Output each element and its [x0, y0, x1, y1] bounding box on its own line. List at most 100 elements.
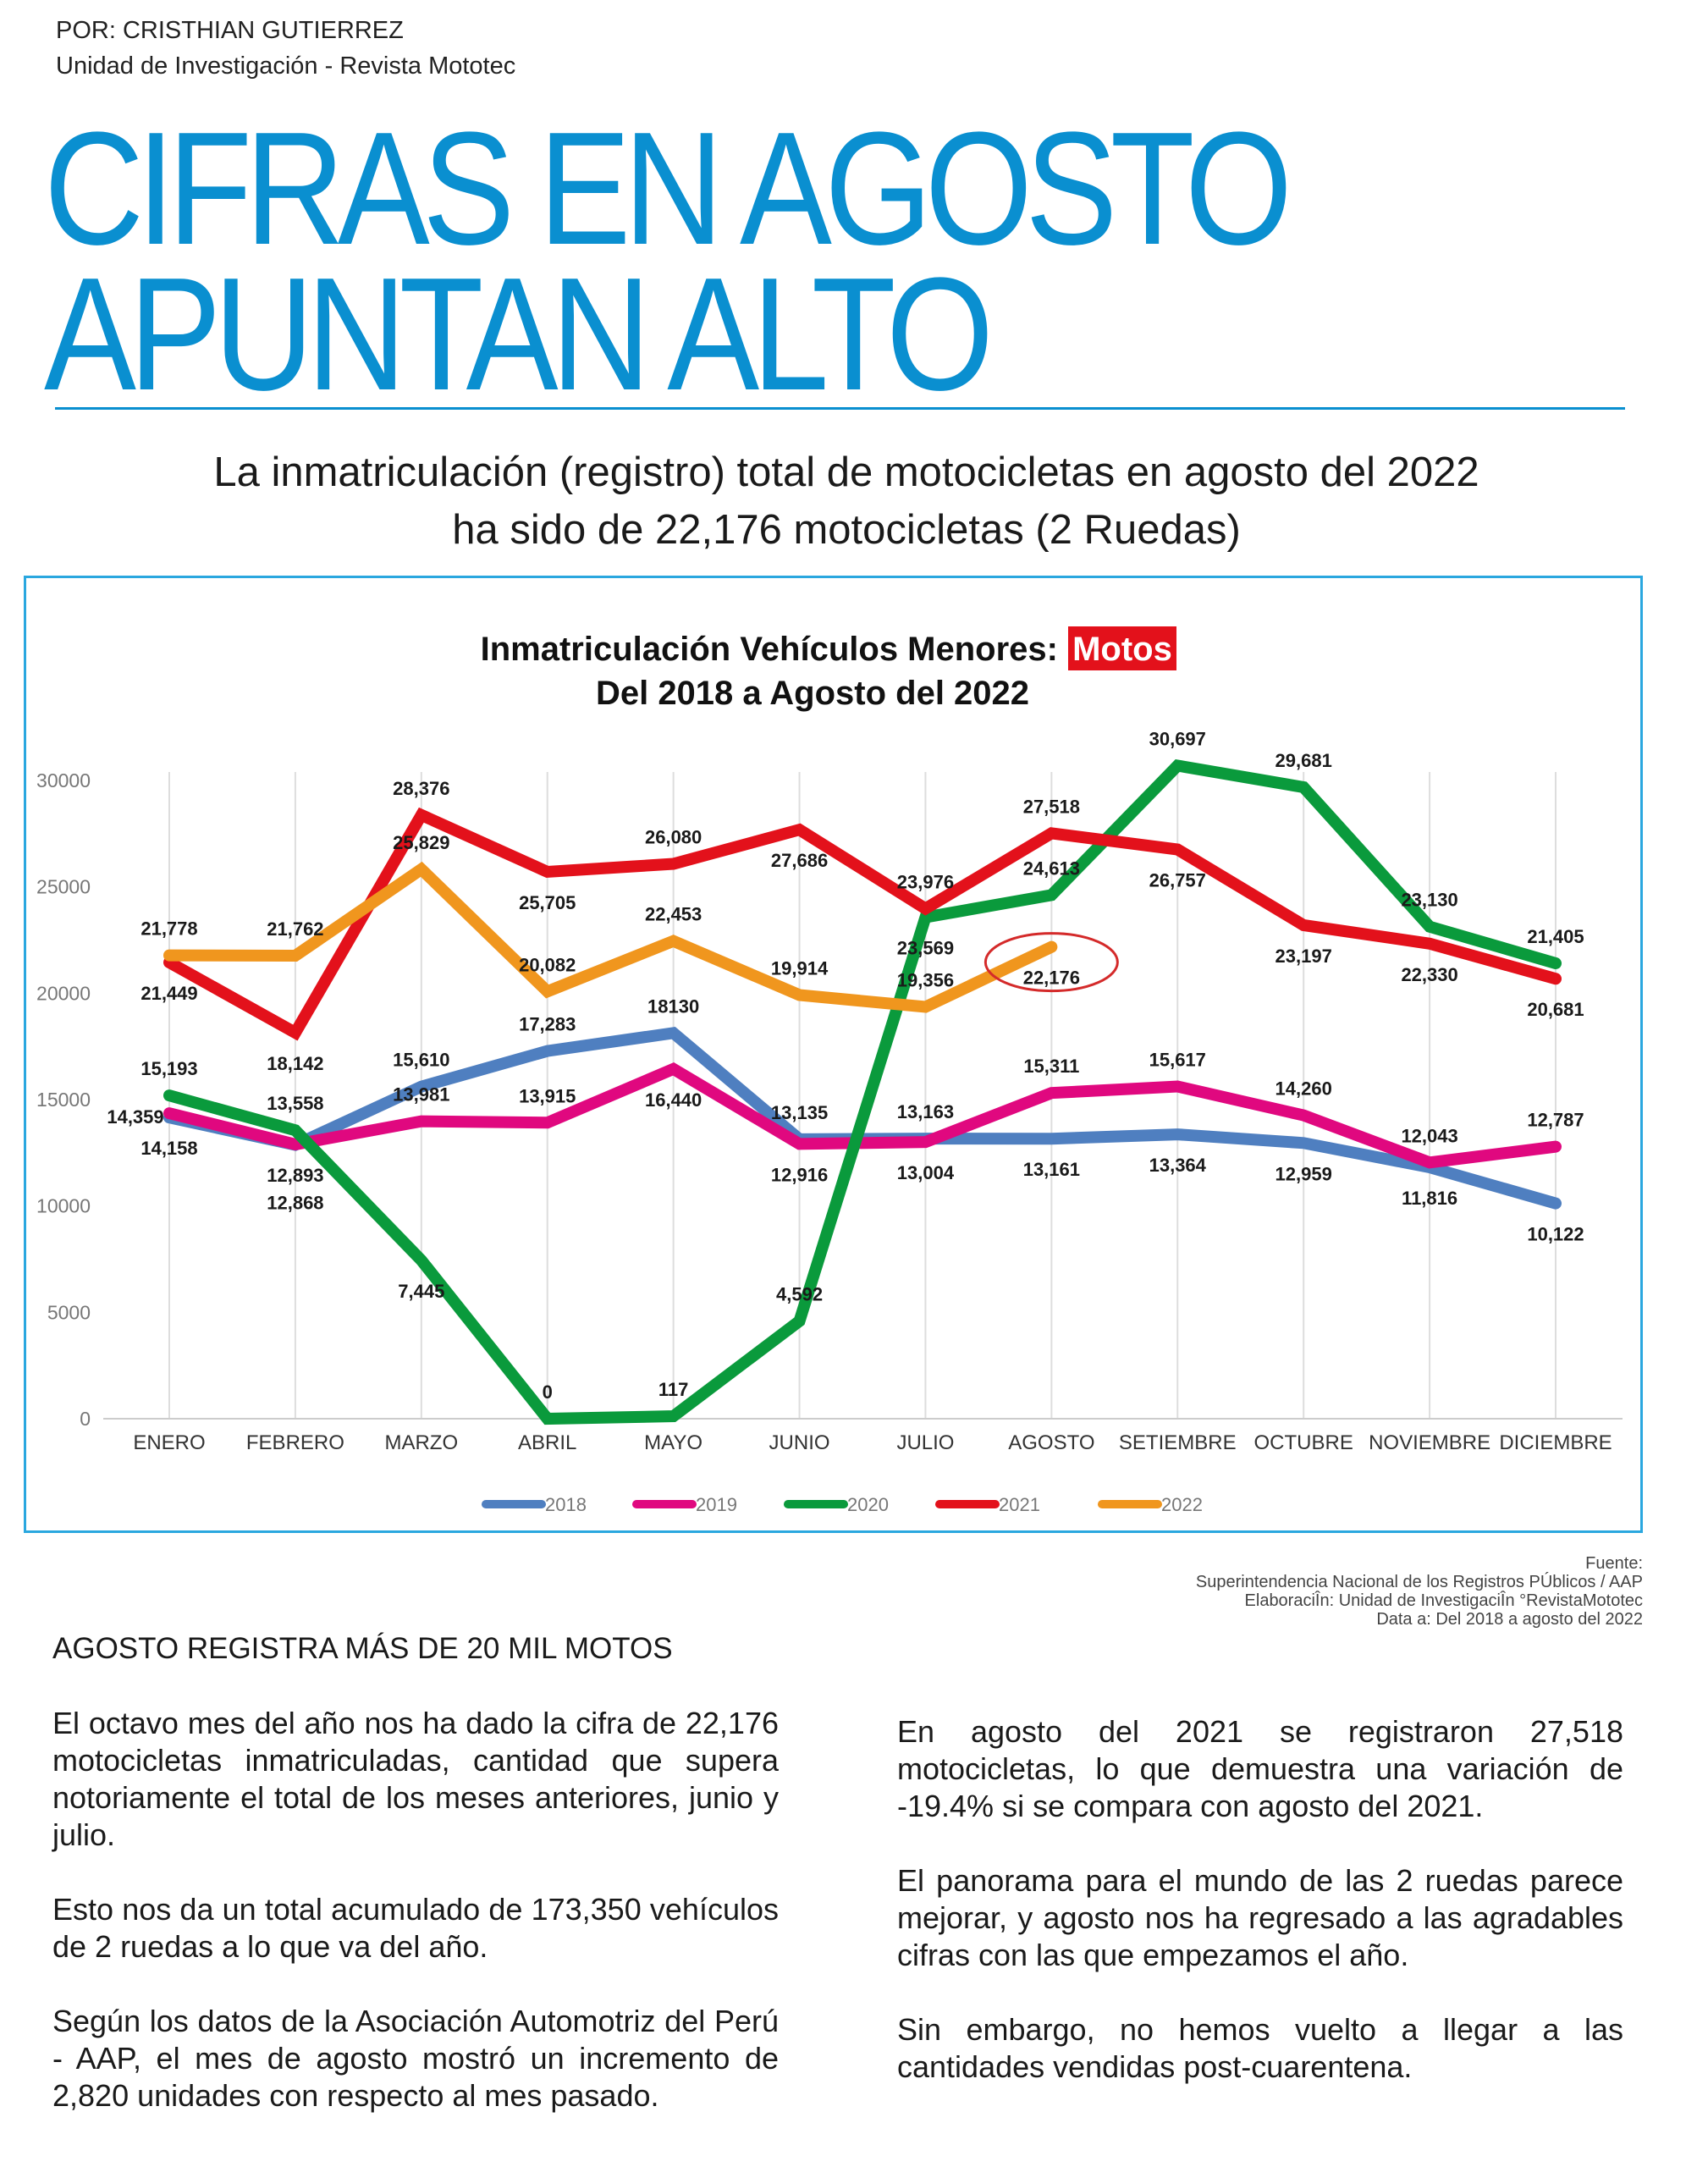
- x-tick-label: JUNIO: [769, 1431, 830, 1454]
- x-tick-label: FEBRERO: [246, 1431, 344, 1454]
- data-label-2020: 23,130: [1401, 890, 1457, 911]
- source-line-3: Data a: Del 2018 a agosto del 2022: [1376, 1610, 1643, 1629]
- data-label-2018: 11,816: [1402, 1188, 1457, 1209]
- data-label-2022: 21,778: [140, 918, 197, 940]
- data-label-2019: 14,260: [1275, 1078, 1332, 1100]
- subtitle-line-1: La inmatriculación (registro) total de m…: [213, 449, 1479, 495]
- x-tick-label: SETIEMBRE: [1119, 1431, 1237, 1454]
- data-label-2020: 23,569: [897, 938, 954, 959]
- data-label-2018: 15,610: [393, 1050, 449, 1071]
- series-line-2020: [163, 758, 1562, 1425]
- x-tick-label: OCTUBRE: [1254, 1431, 1353, 1454]
- x-tick-label: ENERO: [133, 1431, 205, 1454]
- headline-line-2: APUNTAN ALTO: [44, 245, 994, 424]
- source-note: Fuente: Superintendencia Nacional de los…: [1196, 1554, 1643, 1629]
- data-label-2021: 22,330: [1401, 964, 1457, 985]
- data-label-2021: 23,197: [1275, 946, 1332, 967]
- data-label-2022: 25,829: [393, 832, 449, 853]
- series-line-2019: [163, 1061, 1562, 1169]
- data-label-2019: 13,004: [897, 1162, 955, 1183]
- data-label-2020: 117: [658, 1379, 689, 1400]
- y-tick-label: 30000: [36, 769, 91, 791]
- legend-label-2019: 2019: [696, 1494, 737, 1515]
- data-label-2019: 14,359: [107, 1106, 163, 1128]
- data-label-2018: 18130: [647, 995, 699, 1017]
- paragraph: El panorama para el mundo de las 2 rueda…: [897, 1863, 1623, 1972]
- data-label-2021: 21,449: [140, 983, 197, 1004]
- data-label-2018: 13,161: [1023, 1159, 1080, 1180]
- source-line-1: Superintendencia Nacional de los Registr…: [1195, 1573, 1643, 1591]
- series-line-2022: [163, 861, 1058, 1013]
- source-line-2: ElaboraciÎn: Unidad de InvestigaciÎn °Re…: [1244, 1591, 1643, 1610]
- data-label-2021: 27,686: [771, 850, 828, 871]
- paragraph: Esto nos da un total acumulado de 173,35…: [52, 1892, 779, 1964]
- data-label-2021: 18,142: [267, 1053, 323, 1074]
- subtitle-line-2: ha sido de 22,176 motocicletas (2 Ruedas…: [452, 507, 1241, 553]
- legend-label-2021: 2021: [999, 1494, 1040, 1515]
- data-label-2019: 12,916: [771, 1164, 828, 1185]
- data-label-2019: 12,787: [1527, 1110, 1584, 1131]
- data-label-2018: 14,158: [140, 1138, 197, 1159]
- article-right-column: En agosto del 2021 se registraron 27,518…: [897, 1713, 1623, 2123]
- data-label-2018: 13,135: [771, 1102, 828, 1123]
- chart-subtitle: Del 2018 a Agosto del 2022: [596, 675, 1029, 712]
- data-label-2018: 12,959: [1275, 1163, 1332, 1184]
- x-tick-label: AGOSTO: [1008, 1431, 1094, 1454]
- data-label-2019: 13,915: [519, 1085, 576, 1106]
- x-tick-label: NOVIEMBRE: [1369, 1431, 1490, 1454]
- data-label-2021: 28,376: [393, 778, 449, 799]
- data-label-2021: 25,705: [519, 892, 576, 913]
- author-byline: POR: CRISTHIAN GUTIERREZ: [56, 17, 404, 44]
- chart-frame: [24, 576, 1643, 1533]
- data-label-2021: 26,080: [645, 827, 702, 848]
- paragraph: Según los datos de la Asociación Automot…: [52, 2004, 779, 2113]
- legend-label-2020: 2020: [847, 1494, 889, 1515]
- paragraph: En agosto del 2021 se registraron 27,518…: [897, 1714, 1623, 1823]
- chart-title: Inmatriculación Vehículos Menores:: [481, 631, 1058, 668]
- data-label-2022: 19,914: [771, 957, 829, 979]
- data-label-2020: 4,592: [776, 1284, 823, 1305]
- motos-badge: [1068, 626, 1176, 670]
- y-tick-label: 0: [80, 1408, 91, 1430]
- data-label-2020: 7,445: [398, 1281, 444, 1302]
- paragraph: El octavo mes del año nos ha dado la cif…: [52, 1706, 779, 1852]
- data-label-2020: 0: [543, 1381, 553, 1403]
- x-tick-label: JULIO: [896, 1431, 954, 1454]
- x-tick-label: MAYO: [644, 1431, 702, 1454]
- y-tick-label: 20000: [36, 982, 91, 1004]
- data-label-2019: 15,311: [1023, 1056, 1079, 1077]
- x-tick-label: ABRIL: [518, 1431, 576, 1454]
- legend-label-2018: 2018: [545, 1494, 587, 1515]
- legend-label-2022: 2022: [1161, 1494, 1203, 1515]
- y-tick-label: 5000: [47, 1301, 91, 1323]
- headline-divider: [55, 407, 1625, 410]
- data-label-2019: 16,440: [645, 1089, 702, 1111]
- data-label-2020: 13,558: [267, 1093, 323, 1114]
- y-tick-label: 15000: [36, 1089, 91, 1111]
- data-label-2019: 12,893: [267, 1165, 323, 1186]
- data-label-2021: 26,757: [1149, 870, 1206, 891]
- x-tick-label: DICIEMBRE: [1499, 1431, 1612, 1454]
- data-label-2018: 12,868: [267, 1193, 323, 1214]
- data-label-2018: 13,163: [897, 1101, 954, 1122]
- data-label-2019: 15,617: [1149, 1049, 1206, 1070]
- data-label-2018: 10,122: [1527, 1224, 1584, 1245]
- data-label-2020: 30,697: [1149, 728, 1206, 749]
- data-label-2022: 22,176: [1023, 968, 1080, 989]
- data-label-2022: 22,453: [645, 904, 702, 925]
- unit-byline: Unidad de Investigación - Revista Motote…: [56, 52, 516, 80]
- data-label-2019: 12,043: [1401, 1125, 1457, 1146]
- source-label: Fuente:: [1585, 1554, 1643, 1573]
- data-label-2020: 15,193: [140, 1058, 197, 1079]
- data-label-2020: 29,681: [1275, 750, 1332, 771]
- highlight-circle: [983, 932, 1119, 993]
- y-tick-label: 10000: [36, 1195, 91, 1217]
- data-label-2022: 20,082: [519, 954, 576, 975]
- motos-badge-label: Motos: [1072, 631, 1172, 668]
- article-left-column: El octavo mes del año nos ha dado la cif…: [52, 1705, 779, 2152]
- data-label-2018: 17,283: [519, 1014, 576, 1035]
- headline-line-1: CIFRAS EN AGOSTO: [44, 99, 1292, 278]
- data-label-2020: 24,613: [1023, 857, 1080, 879]
- data-label-2018: 13,364: [1149, 1155, 1207, 1176]
- data-label-2020: 21,405: [1527, 926, 1584, 947]
